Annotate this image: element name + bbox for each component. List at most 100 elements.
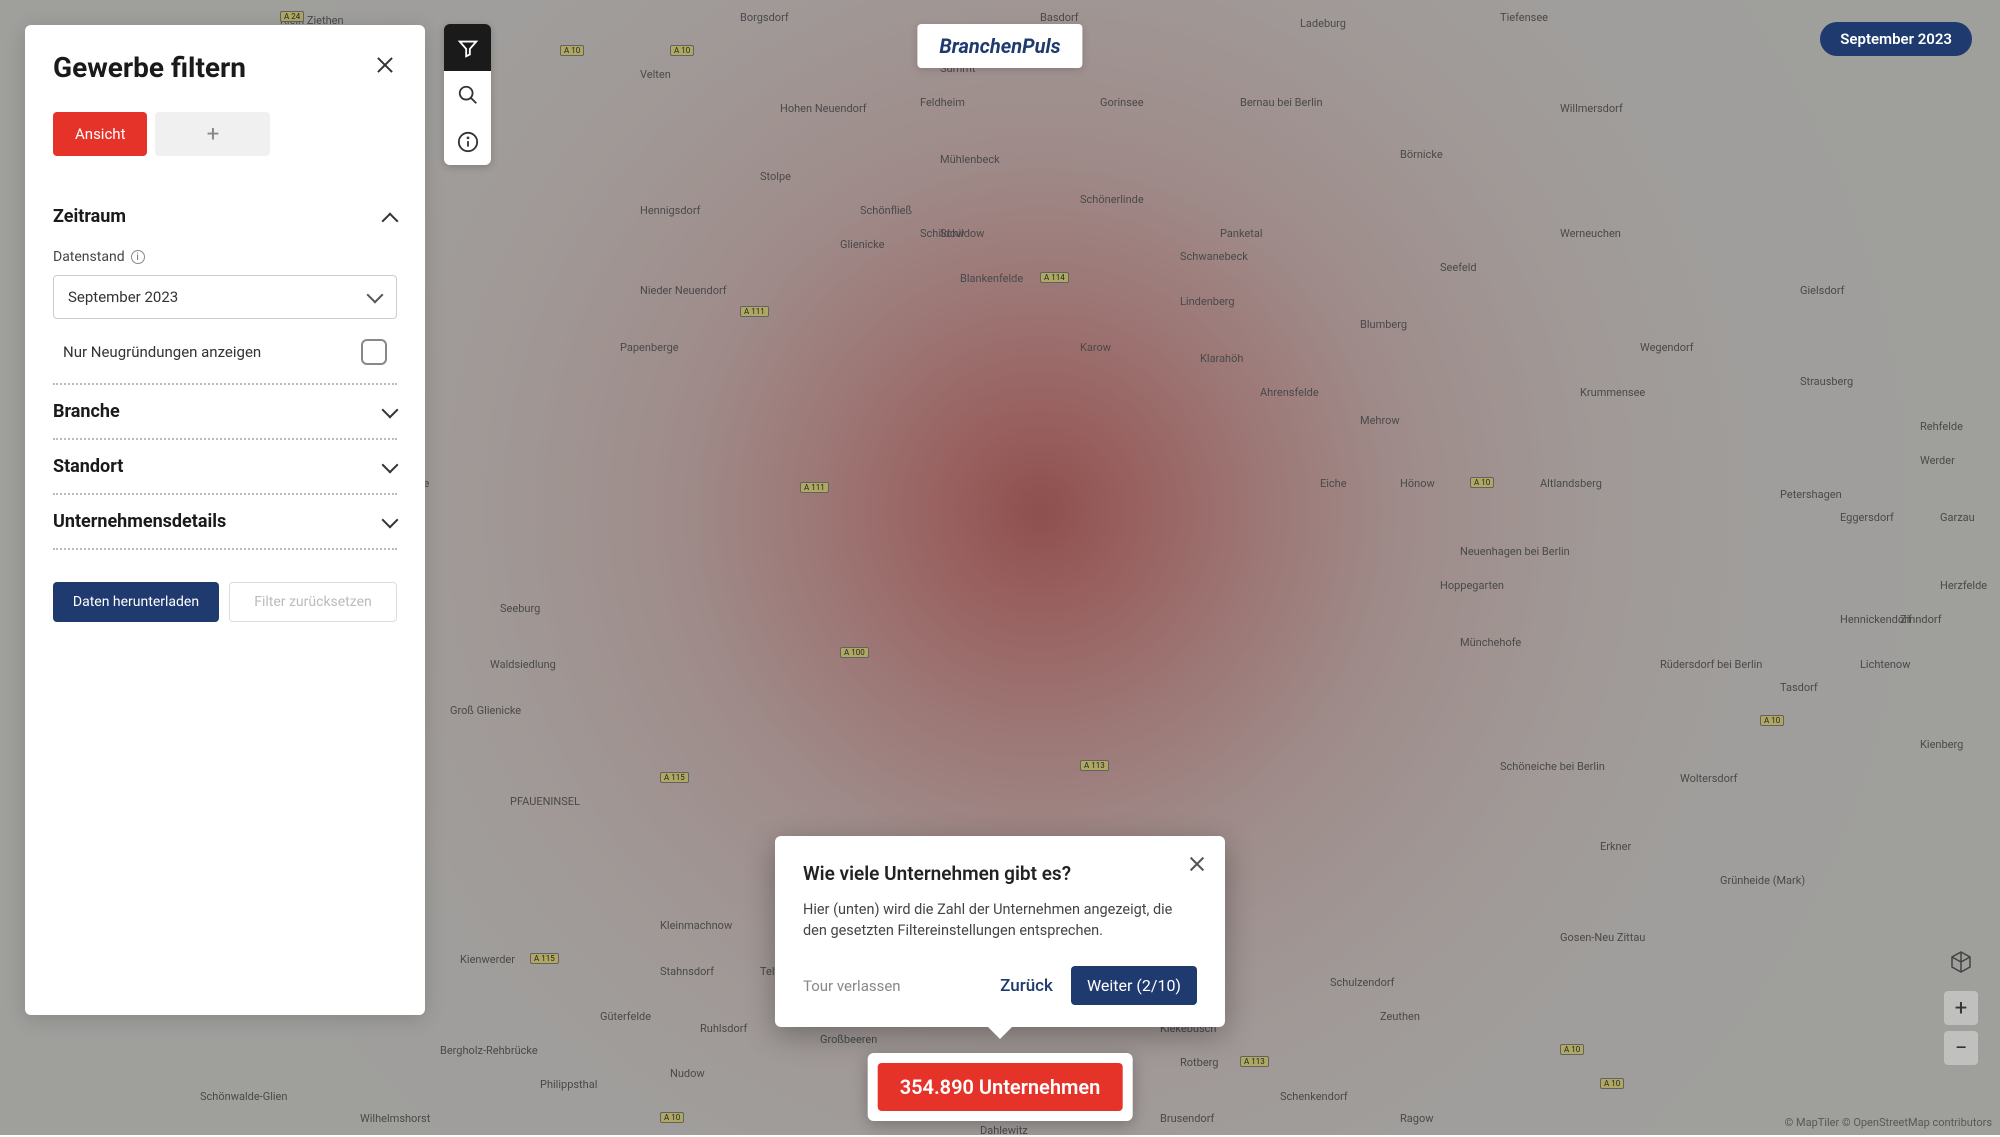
map-place-label: Kleinmachnow [660,919,732,932]
map-place-label: Seeburg [500,602,540,615]
search-icon [457,84,479,106]
map-place-label: Hönow [1400,477,1435,490]
map-place-label: Ahrensfelde [1260,386,1319,399]
section-branche-title: Branche [53,401,120,422]
map-place-label: Lindenberg [1180,295,1235,308]
map-place-label: Schulzendorf [1330,976,1394,989]
road-badge: A 10 [1470,477,1494,488]
map-place-label: Gielsdorf [1800,284,1844,297]
map-place-label: Zinndorf [1900,613,1942,626]
tour-back-button[interactable]: Zurück [1000,976,1053,996]
filter-tool-button[interactable] [444,24,491,71]
close-sidebar-button[interactable] [373,53,397,77]
datenstand-select[interactable]: September 2023 [53,275,397,319]
map-place-label: Seefeld [1440,261,1477,274]
map-place-label: Eiche [1320,477,1347,490]
road-badge: A 111 [800,482,829,493]
map-place-label: Karow [1080,341,1111,354]
map-place-label: Münchehofe [1460,636,1521,649]
map-place-label: Kienwerder [460,953,515,966]
map-place-label: Ruhlsdorf [700,1022,747,1035]
map-place-label: Stolpe [760,170,791,183]
road-badge: A 113 [1080,760,1109,771]
map-place-label: Blumberg [1360,318,1407,331]
map-place-label: Schildow [940,227,984,240]
filter-icon [457,37,479,59]
section-details-header[interactable]: Unternehmensdetails [53,495,397,548]
download-button[interactable]: Daten herunterladen [53,582,219,622]
neugruendungen-checkbox[interactable] [361,339,387,365]
map-place-label: Nieder Neuendorf [640,284,727,297]
map-place-label: Schönwalde-Glien [200,1090,287,1103]
map-place-label: Garzau [1940,511,1975,524]
map-place-label: Basdorf [1040,11,1079,24]
tour-close-button[interactable] [1187,854,1207,874]
tour-leave-button[interactable]: Tour verlassen [803,977,901,995]
map-place-label: Neuenhagen bei Berlin [1460,545,1570,558]
chevron-down-icon [381,459,397,475]
map-place-label: Glienicke [840,238,884,251]
map-place-label: Hennigsdorf [640,204,700,217]
map-place-label: Borgsdorf [740,11,789,24]
datenstand-label: Datenstand [53,249,125,265]
date-badge: September 2023 [1820,22,1972,56]
road-badge: A 113 [1240,1056,1269,1067]
map-3d-button[interactable] [1944,945,1978,979]
brand-badge: BranchenPuls [917,24,1082,68]
chevron-down-icon [366,289,382,305]
zoom-out-button[interactable]: − [1944,1031,1978,1065]
map-place-label: Groß Glienicke [450,704,521,717]
map-place-label: Zeuthen [1380,1010,1420,1023]
map-place-label: Philippsthal [540,1078,597,1091]
map-place-label: Schenkendorf [1280,1090,1348,1103]
map-place-label: Woltersdorf [1680,772,1738,785]
map-place-label: Rotberg [1180,1056,1218,1069]
section-branche-header[interactable]: Branche [53,385,397,438]
company-count-box: 354.890 Unternehmen [868,1053,1133,1121]
map-place-label: Hoppegarten [1440,579,1504,592]
info-icon[interactable]: i [131,250,145,264]
map-place-label: Güterfelde [600,1010,651,1023]
map-attribution: © MapTiler © OpenStreetMap contributors [1785,1116,1992,1129]
map-place-label: Bergholz-Rehbrücke [440,1044,538,1057]
road-badge: A 100 [840,647,869,658]
map-place-label: Petershagen [1780,488,1842,501]
road-badge: A 115 [530,953,559,964]
map-place-label: Wilhelmshorst [360,1112,430,1125]
map-place-label: Schönerlinde [1080,193,1144,206]
tour-popover: Wie viele Unternehmen gibt es? Hier (unt… [775,836,1225,1028]
map-place-label: Werneuchen [1560,227,1621,240]
map-place-label: Bernau bei Berlin [1240,96,1323,109]
search-tool-button[interactable] [444,71,491,118]
map-place-label: Panketal [1220,227,1263,240]
info-tool-button[interactable] [444,118,491,165]
zoom-in-button[interactable]: + [1944,991,1978,1025]
map-place-label: Gosen-Neu Zittau [1560,931,1645,944]
map-place-label: Klarahöh [1200,352,1243,365]
map-place-label: Stahnsdorf [660,965,714,978]
reset-filter-button[interactable]: Filter zurücksetzen [229,582,397,622]
tour-next-button[interactable]: Weiter (2/10) [1071,966,1197,1005]
add-view-button[interactable]: + [155,112,270,156]
section-zeitraum-header[interactable]: Zeitraum [53,190,397,243]
section-standort-header[interactable]: Standort [53,440,397,493]
map-place-label: Gorinsee [1100,96,1144,109]
map-place-label: Eggersdorf [1840,511,1894,524]
section-zeitraum-title: Zeitraum [53,206,126,227]
map-place-label: Waldsiedlung [490,658,556,671]
ansicht-button[interactable]: Ansicht [53,112,147,156]
map-place-label: Strausberg [1800,375,1853,388]
tour-body: Hier (unten) wird die Zahl der Unternehm… [803,899,1197,943]
divider [53,548,397,550]
map-place-label: Großbeeren [820,1033,877,1046]
map-place-label: Krummensee [1580,386,1645,399]
map-place-label: Mehrow [1360,414,1400,427]
map-place-label: Lichtenow [1860,658,1910,671]
map-place-label: Schwanebeck [1180,250,1248,263]
map-place-label: Nudow [670,1067,705,1080]
map-place-label: Altlandsberg [1540,477,1602,490]
map-place-label: Grünheide (Mark) [1720,874,1805,887]
map-place-label: Papenberge [620,341,679,354]
map-place-label: Kienberg [1920,738,1963,751]
map-place-label: Feldheim [920,96,965,109]
